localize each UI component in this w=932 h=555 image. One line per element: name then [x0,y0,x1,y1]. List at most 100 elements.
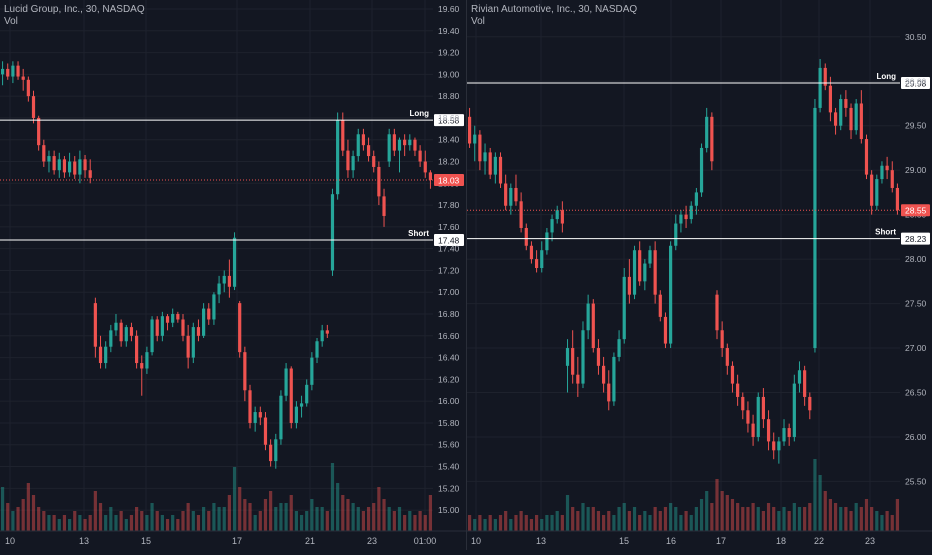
y-tick-label: 29.00 [905,165,927,175]
candle-body [524,227,528,246]
volume-bar [658,511,662,531]
candle-body [124,327,128,342]
candle-body [83,159,87,171]
candle-body [669,245,673,344]
volume-bar [730,499,735,531]
volume-bar [648,515,652,531]
volume-bar [356,507,360,531]
volume-bar [725,495,729,531]
candle-body [534,259,539,268]
candle-body [258,412,262,418]
candle-body [792,383,796,437]
volume-bar [336,483,340,531]
x-tick-label: 23 [367,536,377,546]
volume-bar [403,515,407,531]
candle-body [720,330,724,349]
volume-bar [669,503,673,531]
volume-bar [699,499,704,531]
x-tick-label: 10 [5,536,15,546]
candle-body [504,183,508,206]
y-tick-label: 19.00 [438,69,460,79]
y-tick-label: 16.80 [438,309,460,319]
candle-body [617,339,621,357]
candle-body [62,159,67,173]
lucid-chart-pane[interactable]: Long 18.58 Short 17.48 19.60 19.40 19.20 19.00 1… [0,0,466,550]
volume-bar [140,511,144,531]
volume-bar [269,491,273,531]
volume-bar [42,511,46,531]
candle-body [859,103,863,140]
lucid-chart[interactable]: Long 18.58 Short 17.48 19.60 19.40 19.20 19.00 1… [0,0,466,550]
volume-bar [392,511,396,531]
volume-bar [844,507,848,531]
y-tick-label: 26.00 [905,432,927,442]
volume-bar [854,503,858,531]
pane-divider[interactable] [466,0,467,550]
volume-bar [372,503,376,531]
candle-body [310,357,314,385]
candle-body [155,319,159,336]
volume-bar [808,503,812,531]
volume-bar [540,519,544,531]
volume-bar [341,495,345,531]
y-tick-label: 16.20 [438,374,460,384]
candle-body [351,156,355,171]
y-tick-label: 29.50 [905,121,927,131]
volume-bar [310,499,314,531]
volume-bar [145,515,149,531]
volume-bar [545,515,549,531]
candle-body [114,322,118,331]
volume-bar [679,515,683,531]
x-tick-label: 17 [232,536,242,546]
candle-body [839,99,843,126]
y-tick-label: 15.00 [438,505,460,515]
volume-bar [6,503,10,531]
rivian-chart[interactable]: Long 29.98 Short 28.23 30.50 30.00 29.50 29.00 2… [467,0,932,550]
candle-body [777,441,781,451]
volume-bar [777,511,781,531]
level-label: Short [875,228,896,237]
volume-bar [576,511,580,531]
candle-body [356,134,360,157]
candle-body [870,174,874,206]
lucid-title: Lucid Group, Inc., 30, NASDAQ [4,4,145,15]
volume-bar [663,507,668,531]
volume-bar [823,491,827,531]
volume-bar [176,519,180,531]
candle-body [299,403,304,407]
candle-body [418,150,422,162]
x-tick-label: 15 [619,536,629,546]
candle-body [545,232,549,251]
candle-body [705,116,709,148]
candle-body [627,276,631,295]
candle-body [78,159,82,175]
volume-bar [875,511,879,531]
volume-bar [52,515,56,531]
candle-body [325,330,329,334]
volume-bar [299,515,304,531]
volume-bar [129,515,134,531]
candle-body [483,152,487,162]
volume-bar [720,491,724,531]
y-tick-label: 26.50 [905,388,927,398]
volume-bar [550,515,554,531]
candle-body [160,316,164,336]
volume-bar [207,511,211,531]
candle-body [294,406,298,423]
rivian-chart-pane[interactable]: Long 29.98 Short 28.23 30.50 30.00 29.50 29.00 2… [467,0,932,550]
rivian-title: Rivian Automotive, Inc., 30, NASDAQ [471,4,638,15]
volume-bar [859,507,863,531]
candle-body [16,65,20,77]
y-tick-label: 27.50 [905,299,927,309]
x-tick-label: 13 [79,536,89,546]
x-tick-label: 23 [865,536,875,546]
candle-body [248,390,252,423]
candle-body [885,165,889,171]
candle-body [684,214,688,220]
volume-bar [11,511,15,531]
candle-body [514,187,518,202]
candle-body [222,275,226,284]
candle-body [413,139,417,151]
last-price-badge [434,174,464,187]
volume-bar [305,511,309,531]
